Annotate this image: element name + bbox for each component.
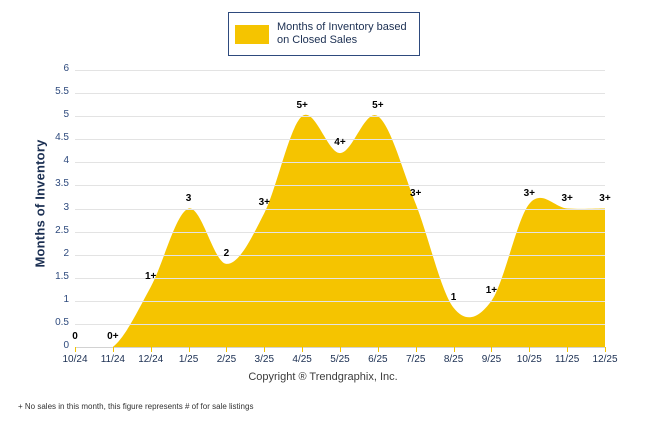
x-tick-mark — [226, 347, 228, 352]
data-point-label: 1+ — [145, 270, 157, 282]
x-tick-mark — [453, 347, 455, 352]
data-point-label: 2 — [223, 247, 230, 259]
x-tick-label: 12/24 — [138, 354, 164, 365]
gridline — [75, 323, 605, 325]
gridline — [75, 208, 605, 210]
gridline — [75, 277, 605, 279]
x-tick-mark — [605, 347, 606, 352]
gridline — [75, 300, 605, 302]
y-tick-label: 5 — [63, 109, 69, 121]
x-tick-mark — [567, 347, 569, 352]
gridline — [75, 70, 605, 71]
x-tick-mark — [264, 347, 266, 352]
x-tick-mark — [377, 347, 379, 352]
x-tick-label: 11/24 — [100, 354, 125, 365]
legend-label: Months of Inventory based on Closed Sale… — [277, 21, 407, 46]
x-tick-label: 1/25 — [178, 354, 199, 365]
gridline — [75, 93, 605, 95]
data-point-label: 0 — [72, 331, 78, 342]
x-tick-label: 6/25 — [368, 354, 388, 365]
x-tick-label: 10/24 — [62, 354, 88, 365]
x-tick-label: 11/25 — [554, 354, 580, 365]
data-point-label: 3+ — [561, 192, 573, 204]
data-point-label: 5+ — [296, 100, 308, 112]
x-tick-label: 12/25 — [592, 354, 618, 365]
x-tick-label: 7/25 — [405, 354, 426, 365]
x-tick-label: 4/25 — [292, 354, 312, 365]
gridline — [75, 254, 605, 256]
y-tick-label: 1 — [63, 293, 69, 305]
x-tick-mark — [491, 347, 493, 352]
y-tick-label: 4 — [63, 155, 69, 167]
gridline — [75, 139, 605, 141]
x-tick-mark — [415, 347, 417, 352]
x-tick-mark — [188, 347, 190, 352]
x-tick-mark — [75, 347, 76, 352]
data-point-label: 3+ — [523, 187, 535, 199]
area-series — [75, 114, 605, 347]
data-point-label: 4+ — [334, 137, 346, 149]
x-tick-mark — [529, 347, 531, 352]
legend-color-swatch — [235, 24, 269, 44]
y-tick-label: 4.5 — [55, 132, 69, 144]
x-tick-label: 8/25 — [443, 354, 464, 365]
gridline — [75, 116, 605, 118]
y-tick-label: 6 — [63, 63, 69, 74]
data-point-label: 3+ — [410, 187, 422, 199]
gridline — [75, 231, 605, 233]
x-tick-mark — [150, 347, 152, 352]
data-point-label: 5+ — [372, 100, 384, 112]
data-point-label: 3 — [185, 192, 192, 204]
y-tick-label: 2 — [63, 247, 69, 259]
y-tick-label: 2.5 — [55, 224, 69, 236]
data-point-label: 1 — [450, 291, 457, 303]
x-tick-mark — [340, 347, 341, 352]
y-tick-label: 3.5 — [55, 178, 69, 190]
data-point-label: 1+ — [485, 284, 498, 296]
y-tick-label: 0 — [63, 340, 69, 351]
x-tick-label: 2/25 — [216, 354, 237, 365]
gridline — [75, 162, 605, 164]
copyright-text: Copyright ® Trendgraphix, Inc. — [248, 371, 398, 383]
data-point-label: 3+ — [599, 192, 611, 204]
x-tick-label: 3/25 — [254, 354, 275, 365]
y-tick-label: 1.5 — [55, 270, 69, 282]
chart-legend: Months of Inventory based on Closed Sale… — [228, 12, 420, 56]
plot-area: 0 0.5 1 1.5 2 2.5 3 3.5 4 4.5 5 5.5 6 10/24 11/24 12/2… — [55, 63, 617, 365]
y-tick-label: 5.5 — [55, 86, 69, 98]
gridline — [75, 185, 605, 187]
data-point-label: 3+ — [258, 197, 270, 209]
x-tick-label: 9/25 — [481, 354, 502, 365]
footnote-text: + No sales in this month, this figure re… — [18, 402, 254, 411]
y-tick-label: 0.5 — [55, 316, 69, 328]
data-point-label: 0+ — [107, 331, 119, 342]
y-tick-label: 3 — [63, 201, 69, 213]
x-tick-mark — [112, 347, 114, 352]
x-tick-label: 10/25 — [516, 354, 542, 365]
x-tick-label: 5/25 — [330, 354, 350, 365]
x-tick-mark — [302, 347, 304, 352]
